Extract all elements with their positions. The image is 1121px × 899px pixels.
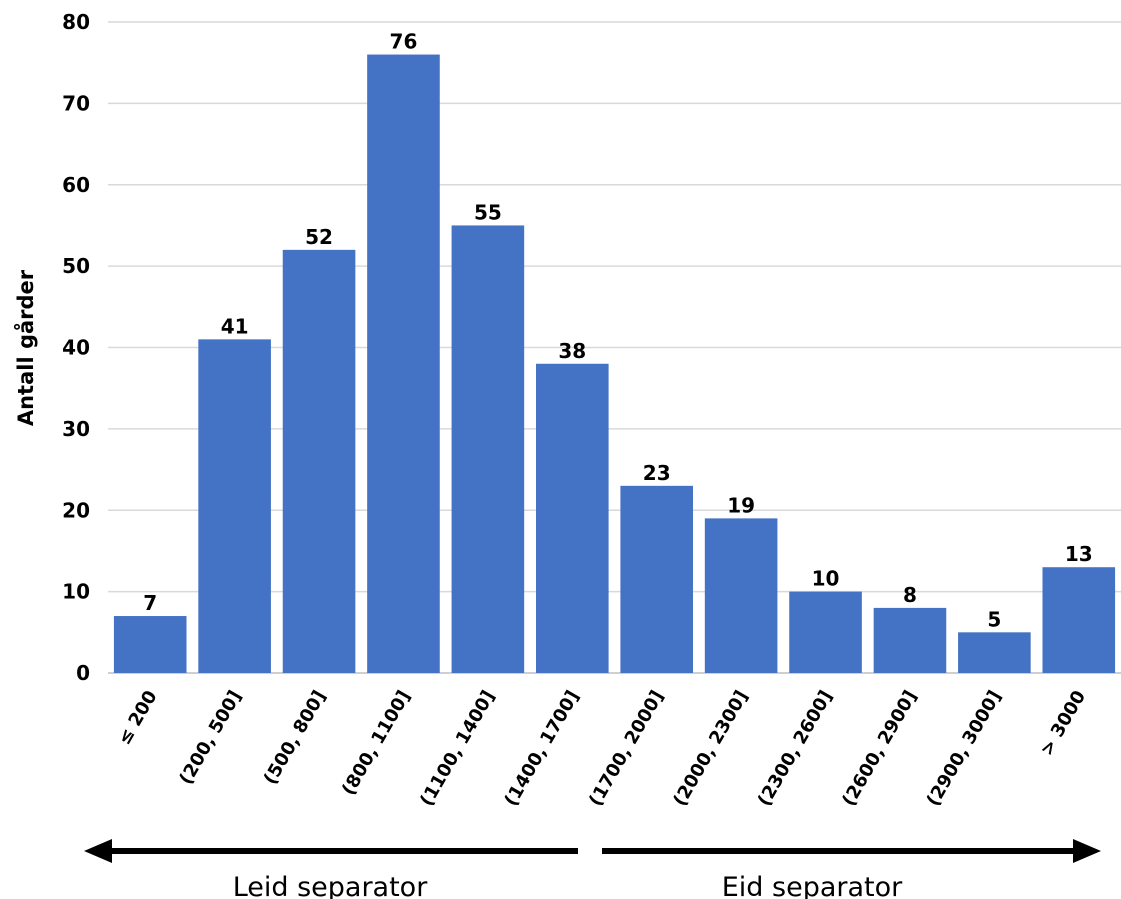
- x-tick-label: (2900, 3000]: [923, 687, 1006, 810]
- y-tick-label: 80: [62, 10, 90, 34]
- bar: [198, 339, 271, 673]
- data-label: 23: [643, 461, 671, 485]
- data-label: 76: [390, 30, 418, 54]
- right-arrow: [602, 839, 1101, 863]
- y-tick-label: 10: [62, 580, 90, 604]
- data-label: 55: [474, 200, 502, 224]
- y-tick-label: 70: [62, 91, 90, 115]
- bar: [1042, 567, 1116, 673]
- x-tick-label: > 3000: [1036, 687, 1090, 759]
- data-label: 5: [987, 607, 1001, 631]
- x-tick-label: (1400, 1700]: [501, 687, 584, 810]
- x-tick-label: (500, 800]: [260, 687, 331, 788]
- bar: [958, 632, 1031, 673]
- x-axis-ticks: ≤ 200 (200, 500] (500, 800] (800, 1100] (110…: [114, 687, 1090, 810]
- y-axis-ticks: 0 10 20 30 40 50 60 70 80: [62, 10, 90, 685]
- bar: [704, 518, 778, 673]
- bar: [620, 485, 694, 673]
- x-tick-label: (2600, 2900]: [838, 687, 921, 810]
- y-tick-label: 60: [62, 173, 90, 197]
- y-axis-label: Antall gårder: [13, 269, 38, 426]
- gridlines: [108, 21, 1121, 674]
- data-labels: 7 41 52 76 55 38 23 19 10 8 5 13: [143, 30, 1092, 632]
- data-label: 52: [305, 225, 333, 249]
- y-tick-label: 30: [62, 417, 90, 441]
- bar: [282, 249, 356, 673]
- y-tick-label: 0: [76, 661, 90, 685]
- x-tick-label: (1700, 2000]: [585, 687, 668, 810]
- y-tick-label: 20: [62, 498, 90, 522]
- annotation-leid-separator: Leid separator: [233, 872, 429, 899]
- bar: [873, 607, 947, 673]
- data-label: 10: [812, 567, 840, 591]
- bar: [367, 54, 440, 674]
- data-label: 7: [143, 591, 157, 615]
- data-label: 8: [903, 583, 917, 607]
- left-arrow: [84, 839, 578, 863]
- bar: [535, 363, 609, 673]
- x-tick-label: (2300, 2600]: [754, 687, 837, 810]
- x-tick-label: (2000, 2300]: [669, 687, 752, 810]
- y-tick-label: 50: [62, 254, 90, 278]
- bar: [789, 591, 862, 673]
- x-tick-label: (800, 1100]: [338, 687, 415, 799]
- bars: [113, 54, 1116, 674]
- bar: [113, 616, 187, 673]
- bar: [451, 225, 525, 673]
- y-tick-label: 40: [62, 336, 90, 360]
- data-label: 19: [727, 493, 755, 517]
- x-tick-label: (200, 500]: [175, 687, 246, 788]
- data-label: 13: [1065, 542, 1093, 566]
- data-label: 41: [221, 314, 249, 338]
- x-tick-label: ≤ 200: [114, 687, 162, 749]
- annotation-eid-separator: Eid separator: [722, 872, 903, 899]
- x-tick-label: (1100, 1400]: [416, 687, 499, 810]
- data-label: 38: [558, 339, 586, 363]
